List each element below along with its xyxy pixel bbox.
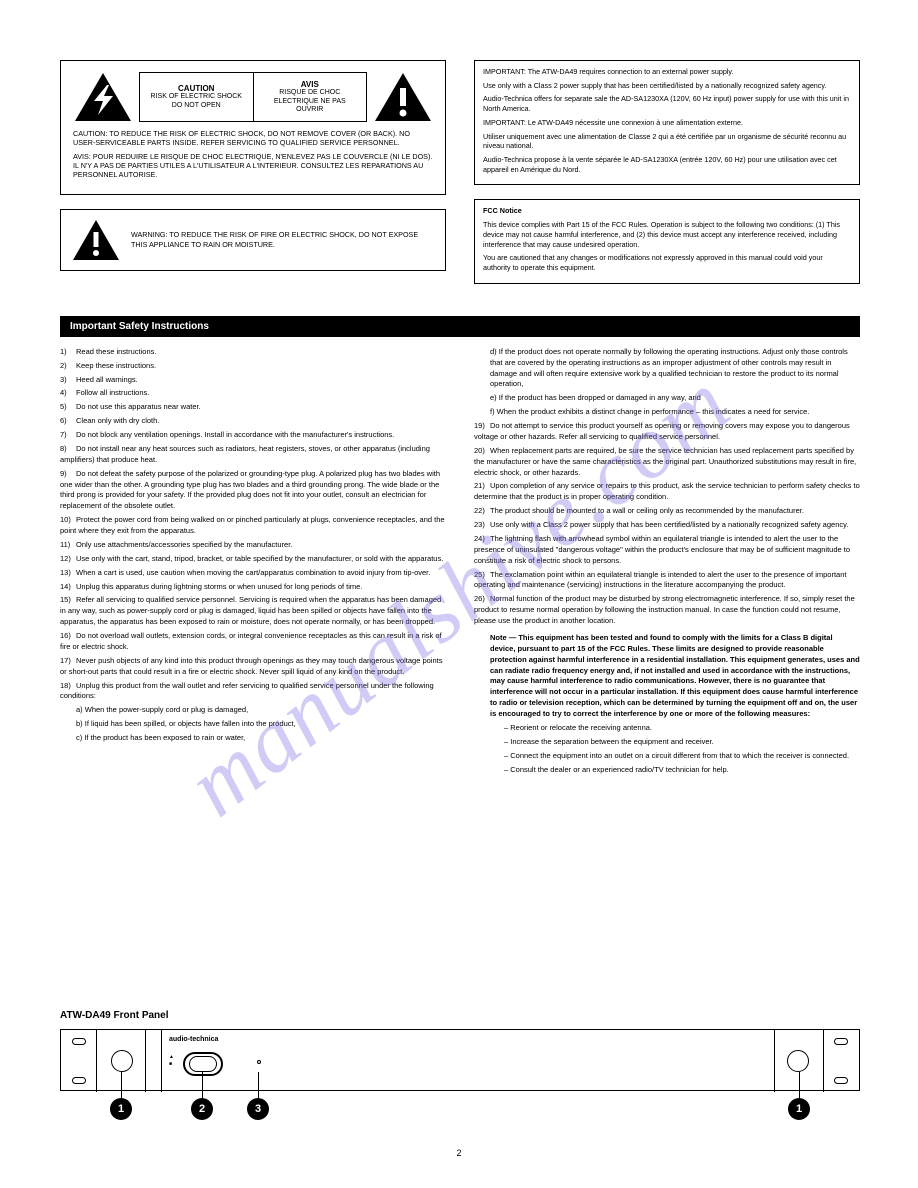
- warning-exclamation-icon: [71, 218, 121, 262]
- screw-hole-left: [111, 1050, 133, 1072]
- important-l6: Audio-Technica propose à la vente séparé…: [483, 155, 851, 174]
- caution-line1: CAUTION: TO REDUCE THE RISK OF ELECTRIC …: [73, 129, 433, 148]
- power-switch-icon: [183, 1052, 223, 1076]
- instr-n1: – Reorient or relocate the receiving ant…: [474, 723, 860, 734]
- warning-text: WARNING: TO REDUCE THE RISK OF FIRE OR E…: [131, 230, 435, 249]
- instr-2: Keep these instructions.: [76, 361, 156, 370]
- instr-22: The product should be mounted to a wall …: [490, 506, 804, 515]
- instr-25: The exclamation point within an equilate…: [474, 570, 846, 590]
- fcc-box: FCC Notice This device complies with Par…: [474, 199, 860, 283]
- instr-15: Refer all servicing to qualified service…: [60, 595, 441, 626]
- panel-diagram: audio-technica ▲■: [60, 1029, 860, 1091]
- caution-body-text: CAUTION: TO REDUCE THE RISK OF ELECTRIC …: [73, 129, 433, 180]
- instr-note: Note — This equipment has been tested an…: [490, 633, 860, 718]
- callout-line: [202, 1072, 203, 1100]
- instr-11: Only use attachments/accessories specifi…: [76, 540, 292, 549]
- caution-text-center: CAUTION RISK OF ELECTRIC SHOCK DO NOT OP…: [139, 72, 367, 122]
- left-column: CAUTION RISK OF ELECTRIC SHOCK DO NOT OP…: [60, 60, 446, 298]
- instr-7: Do not block any ventilation openings. I…: [76, 430, 394, 439]
- top-warning-row: CAUTION RISK OF ELECTRIC SHOCK DO NOT OP…: [60, 60, 860, 298]
- instr-18d: d) If the product does not operate norma…: [474, 347, 860, 391]
- instr-20: When replacement parts are required, be …: [474, 446, 856, 477]
- callout-1: 1: [110, 1098, 132, 1120]
- instr-13: When a cart is used, use caution when mo…: [76, 568, 430, 577]
- instr-21: Upon completion of any service or repair…: [474, 481, 860, 501]
- panel-divider: [145, 1030, 146, 1092]
- instr-23: Use only with a Class 2 power supply tha…: [490, 520, 848, 529]
- instr-18a: a) When the power-supply cord or plug is…: [60, 705, 446, 716]
- rack-ear-left: [61, 1030, 97, 1092]
- important-l5: Utiliser uniquement avec une alimentatio…: [483, 132, 851, 151]
- instr-18f: f) When the product exhibits a distinct …: [474, 407, 860, 418]
- instr-18e: e) If the product has been dropped or da…: [474, 393, 860, 404]
- lightning-triangle-icon: [73, 71, 133, 123]
- rack-slot: [834, 1038, 848, 1045]
- page-content: CAUTION RISK OF ELECTRIC SHOCK DO NOT OP…: [60, 60, 860, 775]
- brand-label: audio-technica: [169, 1036, 218, 1043]
- fcc-l1: FCC Notice: [483, 206, 851, 216]
- instr-16: Do not overload wall outlets, extension …: [60, 631, 442, 651]
- callout-line: [799, 1072, 800, 1100]
- callout-line: [258, 1072, 259, 1100]
- rack-ear-right: [823, 1030, 859, 1092]
- instr-18c: c) If the product has been exposed to ra…: [60, 733, 446, 744]
- caution-box: CAUTION RISK OF ELECTRIC SHOCK DO NOT OP…: [60, 60, 446, 195]
- important-l4: IMPORTANT: Le ATW-DA49 nécessite une con…: [483, 118, 851, 128]
- caution-title-fr: AVIS: [260, 80, 361, 90]
- caution-body-fr: RISQUE DE CHOC ELECTRIQUE NE PAS OUVRIR: [260, 89, 361, 114]
- important-l3: Audio-Technica offers for separate sale …: [483, 94, 851, 113]
- instr-24: The lightning flash with arrowhead symbo…: [474, 534, 850, 565]
- instr-4: Follow all instructions.: [76, 388, 149, 397]
- instr-5: Do not use this apparatus near water.: [76, 402, 201, 411]
- fcc-l3: You are cautioned that any changes or mo…: [483, 253, 851, 272]
- caution-top-row: CAUTION RISK OF ELECTRIC SHOCK DO NOT OP…: [73, 71, 433, 123]
- panel-divider: [161, 1030, 162, 1092]
- callout-2: 2: [191, 1098, 213, 1120]
- instructions-body: 1)Read these instructions. 2)Keep these …: [60, 347, 860, 776]
- instr-18: Unplug this product from the wall outlet…: [60, 681, 434, 701]
- instructions-title-bar: Important Safety Instructions: [60, 316, 860, 337]
- fcc-l2: This device complies with Part 15 of the…: [483, 220, 851, 249]
- callout-line: [121, 1072, 122, 1100]
- callout-1-right: 1: [788, 1098, 810, 1120]
- important-l2: Use only with a Class 2 power supply tha…: [483, 81, 851, 91]
- instr-14: Unplug this apparatus during lightning s…: [76, 582, 362, 591]
- instr-6: Clean only with dry cloth.: [76, 416, 159, 425]
- panel-title: ATW-DA49 Front Panel: [60, 1010, 860, 1021]
- important-box: IMPORTANT: The ATW-DA49 requires connect…: [474, 60, 860, 185]
- instr-9: Do not defeat the safety purpose of the …: [60, 469, 440, 511]
- rack-slot: [72, 1038, 86, 1045]
- instr-26: Normal function of the product may be di…: [474, 594, 855, 625]
- caution-title-en: CAUTION: [146, 84, 247, 94]
- important-l1: IMPORTANT: The ATW-DA49 requires connect…: [483, 67, 851, 77]
- exclamation-triangle-icon: [373, 71, 433, 123]
- instr-n4: – Consult the dealer or an experienced r…: [474, 765, 860, 776]
- warning-box: WARNING: TO REDUCE THE RISK OF FIRE OR E…: [60, 209, 446, 271]
- rack-slot: [834, 1077, 848, 1084]
- caution-body-en: RISK OF ELECTRIC SHOCK DO NOT OPEN: [146, 93, 247, 110]
- page-number: 2: [456, 1148, 461, 1158]
- instr-1: Read these instructions.: [76, 347, 156, 356]
- panel-divider: [774, 1030, 775, 1092]
- instr-17: Never push objects of any kind into this…: [60, 656, 442, 676]
- right-column: IMPORTANT: The ATW-DA49 requires connect…: [474, 60, 860, 298]
- instr-12: Use only with the cart, stand, tripod, b…: [76, 554, 443, 563]
- instr-10: Protect the power cord from being walked…: [60, 515, 445, 535]
- instr-3: Heed all warnings.: [76, 375, 138, 384]
- callout-3: 3: [247, 1098, 269, 1120]
- instr-18b: b) If liquid has been spilled, or object…: [60, 719, 446, 730]
- rack-slot: [72, 1077, 86, 1084]
- instr-n2: – Increase the separation between the eq…: [474, 737, 860, 748]
- power-labels: ▲■: [169, 1054, 174, 1067]
- caution-line2: AVIS: POUR REDUIRE LE RISQUE DE CHOC ELE…: [73, 152, 433, 180]
- front-panel-section: ATW-DA49 Front Panel audio-technica ▲■ 1…: [60, 1010, 860, 1091]
- instr-19: Do not attempt to service this product y…: [474, 421, 850, 441]
- ir-led-icon: [257, 1060, 261, 1064]
- instr-8: Do not install near any heat sources suc…: [60, 444, 430, 464]
- instr-n3: – Connect the equipment into an outlet o…: [474, 751, 860, 762]
- screw-hole-right: [787, 1050, 809, 1072]
